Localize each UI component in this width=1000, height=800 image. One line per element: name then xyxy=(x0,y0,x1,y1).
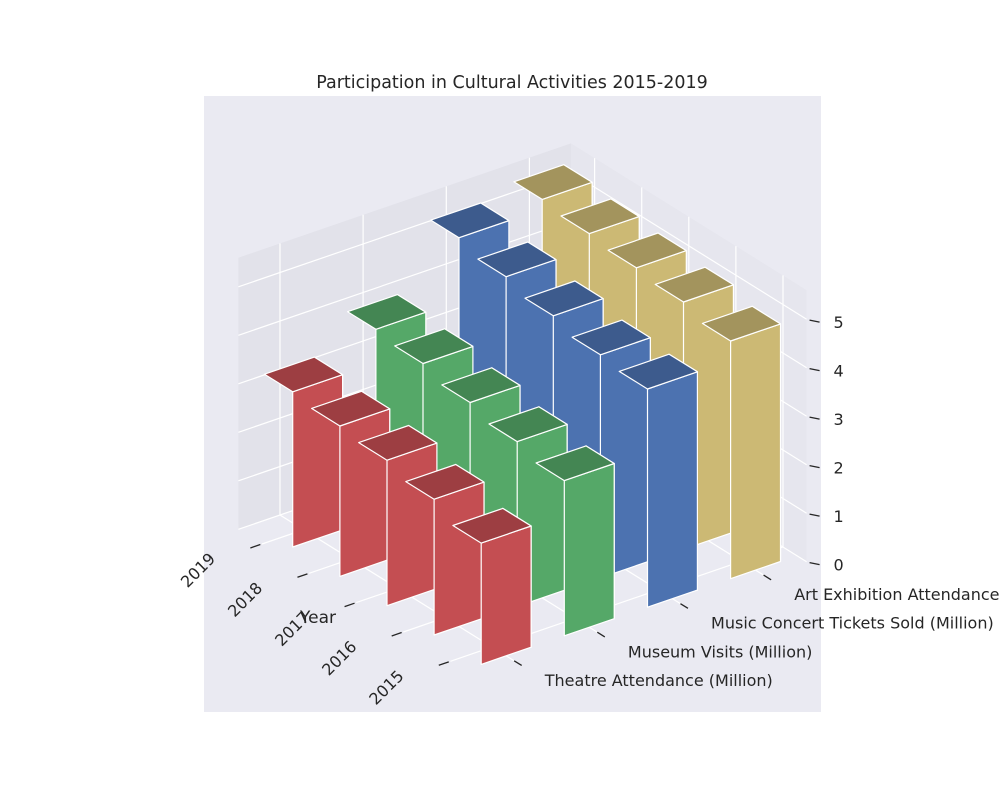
y-tick-2 xyxy=(680,603,689,609)
x-tick-2016 xyxy=(391,631,402,637)
bar-top-face xyxy=(311,390,391,427)
bar-front-face xyxy=(729,323,782,580)
z-tick-1 xyxy=(809,513,820,517)
bar-top-face xyxy=(618,353,699,390)
y-tick-label-1: Museum Visits (Million) xyxy=(628,642,812,661)
bar-top-face xyxy=(394,328,474,365)
bar-2015-3 xyxy=(701,305,782,580)
z-tick-label-0: 0 xyxy=(834,556,844,575)
bar-top-face xyxy=(477,241,557,278)
bar-2015-2 xyxy=(618,353,699,608)
bar-top-face xyxy=(358,424,438,461)
axis-ticks xyxy=(250,319,820,667)
bar-top-face xyxy=(524,280,604,317)
bar-top-face xyxy=(701,305,782,342)
bar-front-face xyxy=(480,525,532,666)
bar-top-face xyxy=(513,164,593,200)
z-tick-label-1: 1 xyxy=(834,507,844,526)
z-tick-2 xyxy=(809,465,820,469)
bar-front-face xyxy=(433,481,485,636)
z-tick-0 xyxy=(809,562,820,566)
x-axis-label: Year xyxy=(299,608,336,628)
bar-2015-0 xyxy=(452,507,532,666)
bar-top-face xyxy=(535,445,615,482)
z-tick-3 xyxy=(809,416,820,420)
z-tick-label-2: 2 xyxy=(834,459,844,478)
bar-top-face xyxy=(263,356,344,393)
bar-2018-0 xyxy=(311,390,391,578)
x-tick-2018 xyxy=(297,573,308,578)
x-tick-2015 xyxy=(438,661,449,666)
y-tick-0 xyxy=(513,660,523,667)
y-tick-1 xyxy=(596,631,606,638)
bar-front-face xyxy=(563,462,615,637)
bar-top-face xyxy=(405,463,485,500)
bar-front-face xyxy=(386,442,438,607)
z-tick-label-5: 5 xyxy=(834,313,844,332)
y-tick-label-3: Art Exhibition Attendance (Million) xyxy=(794,585,1000,604)
bar-top-face xyxy=(441,367,521,404)
chart-title: Participation in Cultural Activities 201… xyxy=(316,73,708,93)
z-tick-5 xyxy=(809,319,820,323)
z-tick-label-4: 4 xyxy=(834,362,844,381)
bar-top-face xyxy=(607,232,687,269)
x-tick-2017 xyxy=(344,602,355,608)
bar-top-face xyxy=(654,266,735,303)
bar-top-face xyxy=(488,406,568,443)
bar-top-face xyxy=(452,507,532,544)
z-tick-label-3: 3 xyxy=(834,410,844,429)
bar-2015-1 xyxy=(535,445,615,637)
bars-group xyxy=(263,164,782,666)
bar-top-face xyxy=(571,319,651,356)
x-gridline-2015 xyxy=(450,275,784,662)
z-tick-4 xyxy=(809,368,820,372)
y-tick-label-2: Music Concert Tickets Sold (Million) xyxy=(711,614,994,633)
bar-top-face xyxy=(430,202,510,239)
bar-top-face xyxy=(347,294,427,330)
bar-front-face xyxy=(646,371,699,608)
bar-top-face xyxy=(560,198,640,235)
y-tick-3 xyxy=(763,574,772,581)
y-tick-label-0: Theatre Attendance (Million) xyxy=(544,671,773,690)
x-tick-2019 xyxy=(250,543,261,549)
